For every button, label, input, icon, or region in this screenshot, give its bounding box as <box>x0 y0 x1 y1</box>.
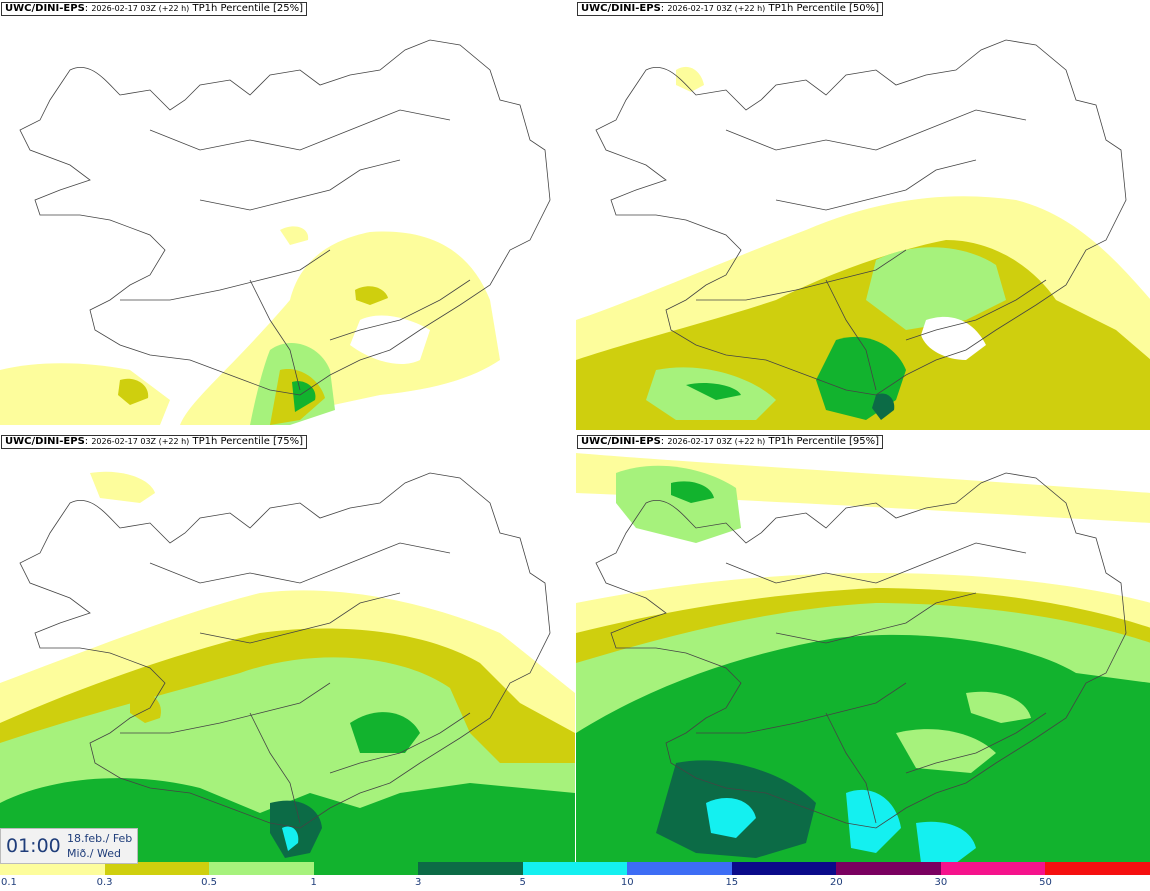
panel-title: UWC/DINI-EPS: 2026-02-17 03Z (+22 h) TP1… <box>577 2 884 16</box>
colorbar-tick-label: 3 <box>414 877 422 888</box>
colorbar-segment <box>1045 862 1150 875</box>
colorbar-tick-label: 20 <box>829 877 843 888</box>
colorbar-tick-label: 5 <box>519 877 526 888</box>
map-panel-p50: UWC/DINI-EPS: 2026-02-17 03Z (+22 h) TP1… <box>576 0 1150 430</box>
valid-weekday: Mið./ Wed <box>67 847 121 860</box>
colorbar-tick-label: 0.1 <box>1 877 17 888</box>
precip-map <box>0 471 575 863</box>
panel-title: UWC/DINI-EPS: 2026-02-17 03Z (+22 h) TP1… <box>1 2 308 16</box>
valid-date: 18.feb./ Feb <box>67 832 133 845</box>
colorbar-segment <box>104 862 210 875</box>
colorbar-ticks: 0.1 0.3 0.5 1 3 5 10 15 20 30 50 <box>0 877 1150 891</box>
colorbar-tick-label: 10 <box>620 877 634 888</box>
colorbar-tick-label: 1 <box>310 877 317 888</box>
precip-map <box>576 453 1150 863</box>
map-panel-p95: UWC/DINI-EPS: 2026-02-17 03Z (+22 h) TP1… <box>576 433 1150 863</box>
map-panel-p25: UWC/DINI-EPS: 2026-02-17 03Z (+22 h) TP1… <box>0 0 575 430</box>
panel-title: UWC/DINI-EPS: 2026-02-17 03Z (+22 h) TP1… <box>577 435 884 449</box>
map-panel-p75: UWC/DINI-EPS: 2026-02-17 03Z (+22 h) TP1… <box>0 433 575 863</box>
colorbar-segment <box>836 862 941 875</box>
colorbar-segment <box>731 862 837 875</box>
colorbar-segment <box>522 862 628 875</box>
colorbar-tick-label: 15 <box>725 877 739 888</box>
colorbar-tick-label: 30 <box>934 877 948 888</box>
colorbar-segment <box>209 862 314 875</box>
colorbar-segment <box>418 862 523 875</box>
valid-time-clock: 01:00 <box>6 835 61 857</box>
colorbar-segment <box>627 862 732 875</box>
colorbar-tick-label: 0.5 <box>201 877 218 888</box>
precip-map <box>576 39 1150 430</box>
colorbar-tick-label: 50 <box>1039 877 1052 888</box>
precip-colorbar <box>0 862 1150 875</box>
colorbar-tick-label: 0.3 <box>96 877 113 888</box>
panel-title: UWC/DINI-EPS: 2026-02-17 03Z (+22 h) TP1… <box>1 435 308 449</box>
colorbar-segment <box>313 862 419 875</box>
colorbar-segment <box>940 862 1046 875</box>
precip-map <box>0 39 551 425</box>
valid-time-box: 01:00 18.feb./ Feb Mið./ Wed <box>0 828 138 864</box>
colorbar-segment <box>0 862 105 875</box>
